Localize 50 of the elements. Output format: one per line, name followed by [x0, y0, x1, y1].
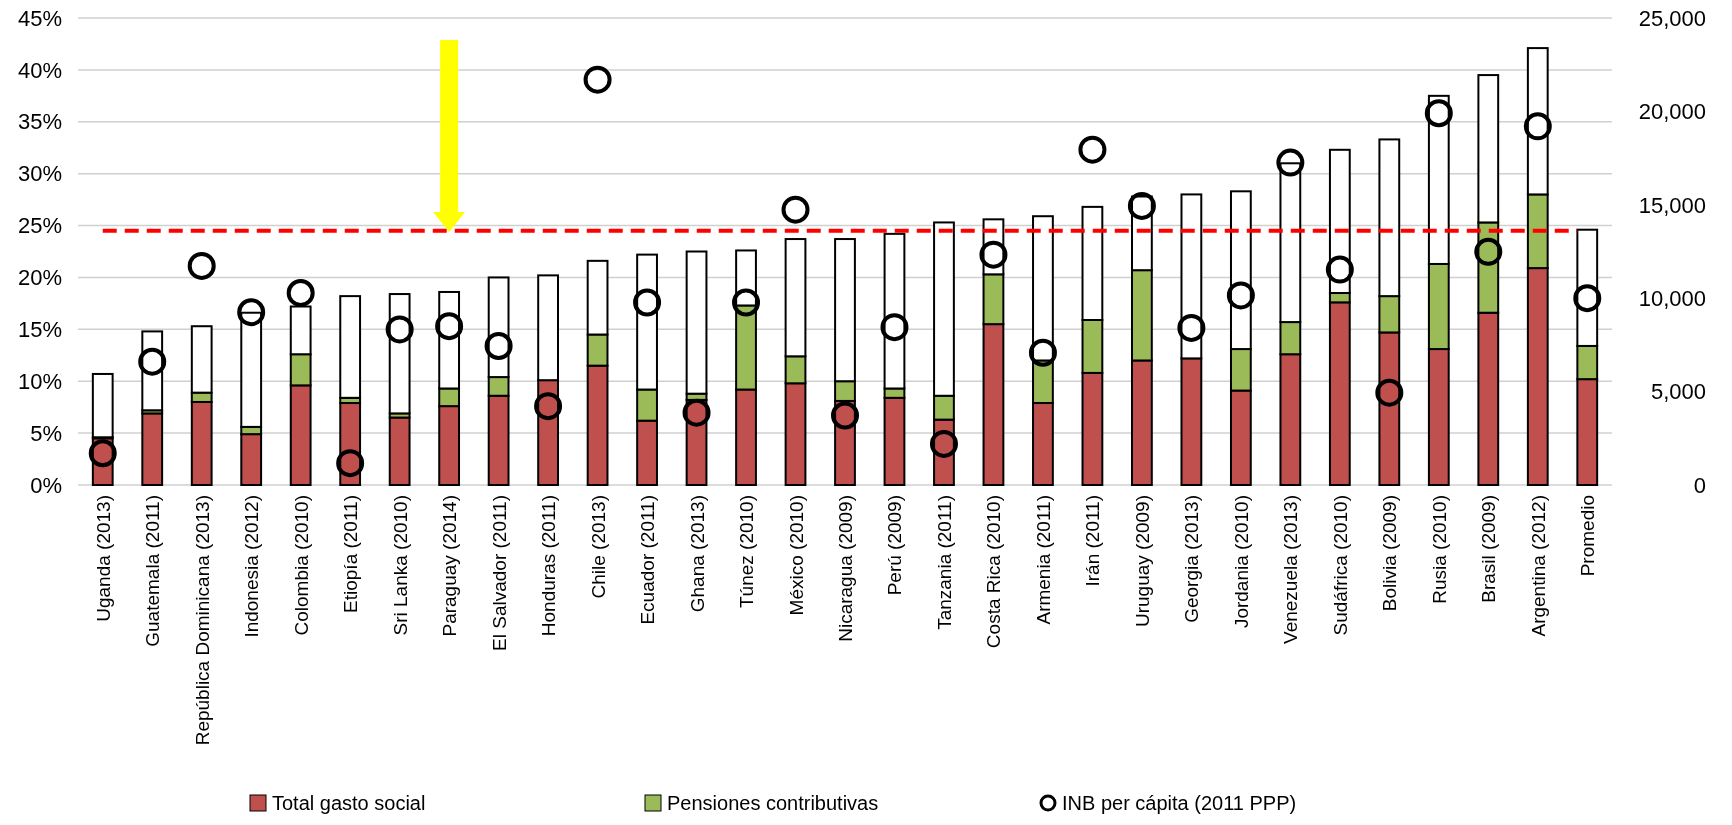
x-tick-label: Argentina (2012) [1527, 495, 1549, 637]
y-tick-label: 35% [17, 109, 62, 135]
x-tick-label: Uganda (2013) [92, 495, 114, 622]
x-tick-label: Bolivia (2009) [1379, 495, 1401, 612]
legend-label: Total gasto social [272, 792, 426, 814]
x-tick-label: República Dominicana (2013) [191, 495, 213, 746]
x-tick-label: Etiopía (2011) [340, 495, 362, 613]
y-tick-label: 25% [17, 213, 62, 239]
x-tick-label: Georgia (2013) [1181, 495, 1203, 623]
x-tick-label: Jordania (2010) [1230, 495, 1252, 629]
x-tick-label: Chile (2013) [587, 495, 609, 599]
y-tick-label: 15% [17, 317, 62, 343]
x-tick-label: Paraguay (2014) [439, 495, 461, 637]
y-tick-label: 0% [30, 472, 62, 498]
legend-label: INB per cápita (2011 PPP) [1062, 792, 1297, 814]
x-tick-label: Brasil (2009) [1478, 495, 1500, 603]
y-tick-label: 20% [17, 265, 62, 291]
y-tick-label: 40% [17, 57, 62, 83]
x-tick-label: Indonesia (2012) [241, 495, 263, 638]
x-tick-label: Costa Rica (2010) [983, 495, 1005, 649]
x-tick-label: El Salvador (2011) [488, 495, 510, 651]
x-tick-label: Ecuador (2011) [637, 495, 659, 625]
x-tick-label: Túnez (2010) [736, 495, 758, 609]
x-tick-label: Irán (2011) [1082, 495, 1104, 587]
y2-tick-label: 10,000 [1638, 285, 1706, 311]
x-tick-label: Sri Lanka (2010) [389, 495, 411, 636]
x-tick-label: Sudáfrica (2010) [1329, 495, 1351, 636]
x-tick-label: Nicaragua (2009) [835, 495, 856, 642]
x-tick-label: Honduras (2011) [538, 495, 560, 637]
y2-tick-label: 25,000 [1638, 5, 1706, 31]
x-tick-label: Armenia (2011) [1032, 495, 1054, 625]
x-tick-label: Venezuela (2013) [1280, 495, 1302, 644]
x-tick-label: Perú (2009) [884, 495, 906, 596]
y2-tick-label: 5,000 [1650, 379, 1706, 405]
y2-tick-label: 20,000 [1638, 99, 1706, 125]
x-tick-label: Colombia (2010) [290, 495, 312, 636]
x-tick-label: Ghana (2013) [686, 495, 708, 613]
y-tick-label: 5% [30, 420, 62, 446]
x-tick-label: Tanzania (2011) [933, 495, 955, 630]
legend-label: Pensiones contributivas [667, 792, 879, 814]
y-tick-label: 10% [17, 368, 62, 394]
y2-tick-label: 0 [1693, 472, 1706, 498]
x-tick-label: Rusia (2010) [1428, 495, 1450, 604]
x-tick-label: Promedio [1577, 495, 1599, 577]
x-tick-label: México (2010) [785, 495, 807, 616]
x-tick-label: Uruguay (2009) [1131, 495, 1153, 628]
y-tick-label: 30% [17, 161, 62, 187]
y2-tick-label: 15,000 [1638, 192, 1706, 218]
y-tick-label: 45% [17, 5, 62, 31]
x-tick-label: Guatemala (2011) [142, 495, 164, 647]
